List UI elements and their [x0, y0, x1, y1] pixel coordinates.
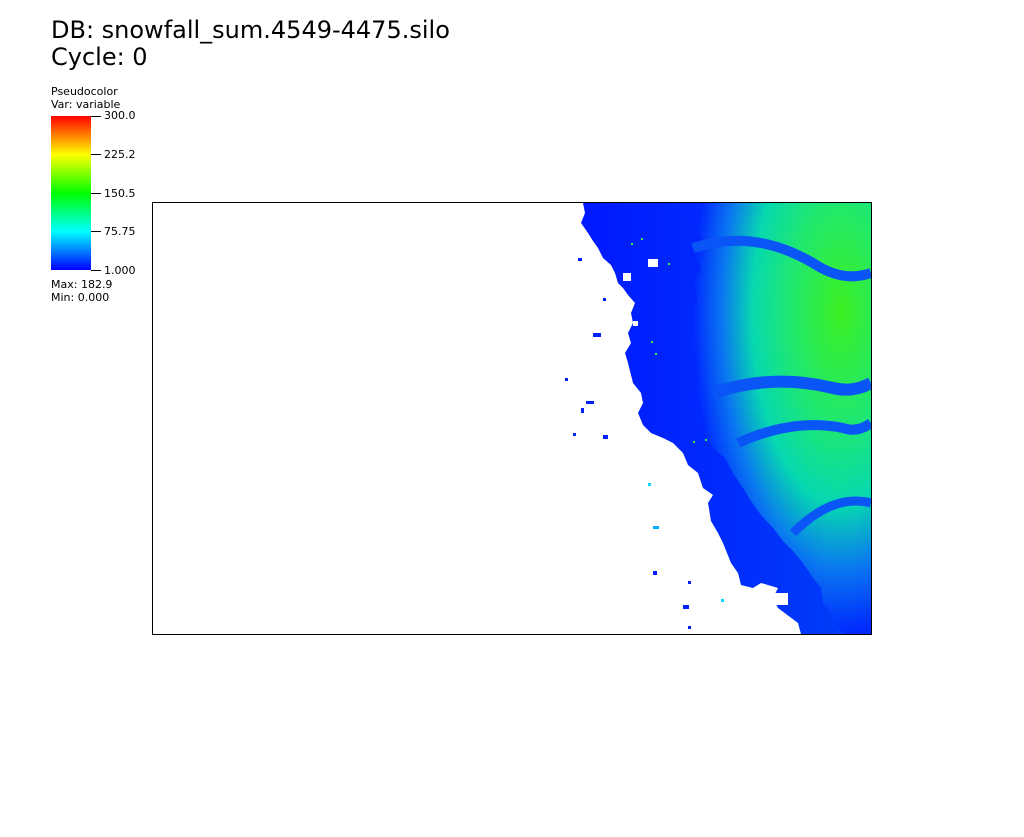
colorbar-tick	[91, 231, 101, 232]
speckle	[578, 258, 582, 261]
speckle	[565, 378, 568, 381]
hole	[633, 321, 638, 326]
colorbar-tick	[91, 270, 101, 271]
speckle	[651, 341, 653, 343]
colorbar-tick	[91, 116, 101, 117]
colorbar-tick-label: 150.5	[104, 187, 136, 200]
colorbar-tick-label: 1.000	[104, 264, 136, 277]
speckle	[581, 408, 584, 413]
speckle	[705, 439, 707, 441]
speckle	[668, 263, 670, 265]
colorbar	[51, 116, 91, 270]
hole	[623, 273, 631, 281]
hole	[768, 593, 788, 605]
hole	[648, 259, 658, 267]
speckle	[641, 238, 643, 240]
speckle	[693, 441, 695, 443]
valley	[711, 375, 871, 399]
cycle-label: Cycle: 0	[51, 43, 148, 71]
pseudocolor-plot[interactable]	[152, 202, 872, 635]
speckle	[648, 483, 651, 486]
snowfall-field	[565, 203, 871, 634]
colorbar-tick-label: 75.75	[104, 225, 136, 238]
valley	[789, 496, 871, 537]
speckle	[653, 526, 659, 529]
speckle	[655, 353, 657, 355]
speckle	[593, 333, 601, 337]
valley	[691, 235, 871, 282]
speckle	[603, 298, 606, 301]
speckle	[721, 599, 724, 602]
colorbar-tick	[91, 193, 101, 194]
colorbar-tick	[91, 154, 101, 155]
speckle	[573, 433, 576, 436]
data-region-high	[673, 203, 871, 634]
valley	[735, 418, 871, 448]
colorbar-tick-label: 300.0	[104, 109, 136, 122]
database-title: DB: snowfall_sum.4549-4475.silo	[51, 16, 450, 44]
legend-max: Max: 182.9	[51, 278, 113, 291]
speckle	[603, 435, 608, 439]
speckle	[688, 626, 691, 629]
speckle	[653, 571, 657, 575]
colorbar-tick-label: 225.2	[104, 148, 136, 161]
speckle	[631, 243, 633, 245]
speckle	[586, 401, 594, 404]
speckle	[683, 605, 689, 609]
legend-min: Min: 0.000	[51, 291, 110, 304]
legend-plot-type: Pseudocolor	[51, 85, 118, 98]
speckle	[688, 581, 691, 584]
legend-variable: Var: variable	[51, 98, 121, 111]
